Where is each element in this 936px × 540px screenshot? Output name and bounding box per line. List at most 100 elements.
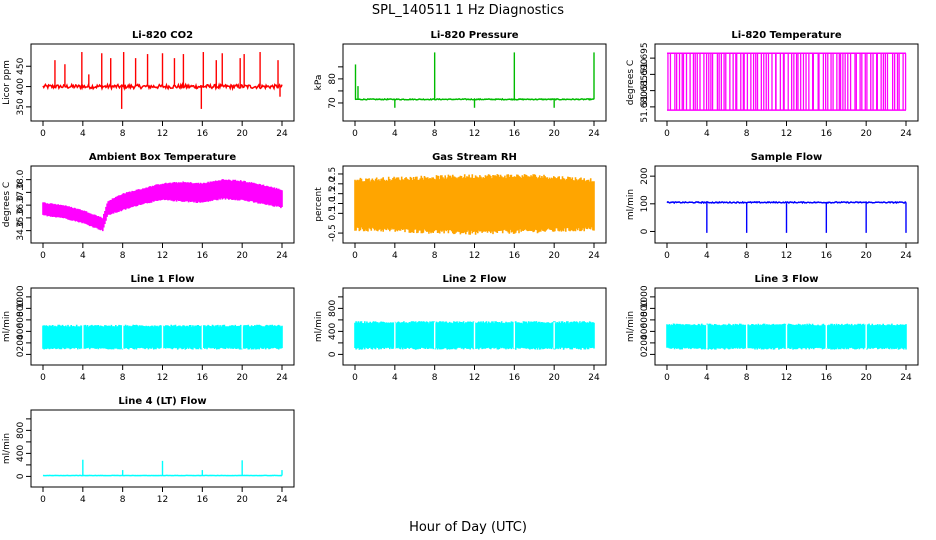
x-tick-label: 24 — [276, 129, 288, 139]
panel-title: Sample Flow — [751, 152, 823, 163]
x-tick-label: 24 — [276, 495, 288, 505]
panel-1: Li-820 CO2 0 4 8 12 16 20 24 350 400 450 Licor ppm — [2, 30, 295, 139]
x-tick-label: 12 — [781, 129, 792, 139]
panel-title: Line 3 Flow — [755, 274, 819, 285]
y-tick-label: 36.0 — [16, 195, 26, 215]
panel-5: Gas Stream RH 0 4 8 12 16 20 24 -0.5 0.51.01.52.0… — [314, 152, 607, 261]
x-tick-label: 20 — [548, 251, 560, 261]
y-axis-label: kPa — [314, 75, 324, 91]
y-tick-label: 0 — [16, 473, 26, 479]
x-tick-label: 0 — [40, 129, 46, 139]
x-tick-label: 8 — [744, 373, 750, 383]
y-tick-label: 200 — [640, 167, 650, 184]
x-tick-label: 12 — [157, 373, 168, 383]
x-tick-label: 4 — [704, 251, 710, 261]
y-tick-label: 600 — [16, 311, 26, 328]
y-tick-label: 400 — [328, 323, 338, 340]
x-tick-label: 20 — [548, 129, 560, 139]
y-tick-label: 200 — [16, 334, 26, 351]
y-tick-label: 2.0 — [328, 176, 338, 191]
plot-frame — [30, 165, 295, 244]
plot-frame — [342, 43, 607, 122]
x-tick-label: 20 — [860, 251, 872, 261]
x-tick-label: 12 — [781, 373, 792, 383]
x-tick-label: 0 — [352, 251, 358, 261]
figure-title: SPL_140511 1 Hz Diagnostics — [372, 3, 564, 18]
y-tick-label: 450 — [16, 57, 26, 74]
y-tick-label: 100 — [640, 195, 650, 212]
x-tick-label: 20 — [860, 373, 872, 383]
x-tick-label: 8 — [432, 251, 438, 261]
y-tick-label: 400 — [16, 323, 26, 340]
y-tick-label: 51.685 — [640, 75, 650, 107]
x-tick-label: 12 — [157, 251, 168, 261]
x-tick-label: 8 — [744, 129, 750, 139]
x-tick-label: 0 — [664, 373, 670, 383]
y-tick-label: 51.695 — [640, 42, 650, 74]
x-tick-label: 12 — [469, 373, 480, 383]
x-tick-label: 16 — [509, 129, 521, 139]
y-tick-label: 200 — [640, 334, 650, 351]
y-tick-label: 0 — [640, 351, 650, 357]
x-tick-label: 4 — [80, 373, 86, 383]
y-tick-label: 51.690 — [640, 58, 650, 90]
x-tick-label: 20 — [236, 373, 248, 383]
y-tick-label: 37.0 — [16, 182, 26, 202]
panel-title: Li-820 Temperature — [731, 30, 841, 41]
x-tick-label: 4 — [704, 373, 710, 383]
series — [42, 179, 283, 232]
y-axis-label: degrees C — [2, 182, 12, 227]
x-tick-label: 8 — [432, 373, 438, 383]
x-tick-label: 16 — [821, 251, 833, 261]
y-tick-label: 0 — [640, 228, 650, 234]
y-axis-label: ml/min — [2, 433, 12, 464]
series-band — [354, 174, 595, 235]
series — [666, 200, 907, 233]
x-tick-label: 16 — [197, 495, 209, 505]
series-band — [42, 179, 283, 232]
y-tick-label: 51.680 — [640, 91, 650, 123]
y-tick-label: 35.0 — [16, 208, 26, 228]
panel-3: Li-820 Temperature 0 4 8 12 16 20 24 51.68051.68… — [626, 30, 919, 139]
y-tick-label: -0.5 — [328, 224, 338, 242]
x-tick-label: 16 — [821, 373, 833, 383]
y-tick-label: 600 — [640, 311, 650, 328]
x-tick-label: 8 — [120, 251, 126, 261]
x-tick-label: 16 — [197, 129, 209, 139]
x-tick-label: 24 — [900, 129, 912, 139]
x-tick-label: 4 — [704, 129, 710, 139]
y-tick-label: 1.0 — [328, 196, 338, 211]
y-tick-label: 0 — [16, 351, 26, 357]
series — [667, 52, 907, 111]
y-tick-label: 70 — [328, 97, 338, 109]
y-axis-label: ml/min — [314, 311, 324, 342]
panel-title: Line 2 Flow — [443, 274, 507, 285]
y-axis-label: percent — [314, 187, 324, 222]
x-tick-label: 12 — [469, 129, 480, 139]
y-axis-label: ml/min — [2, 311, 12, 342]
y-tick-label: 800 — [328, 300, 338, 317]
panel-10: Line 4 (LT) Flow 0 4 8 12 16 20 24 0 400 800 ml/min — [2, 396, 295, 505]
x-tick-label: 0 — [352, 129, 358, 139]
y-tick-label: 0 — [328, 351, 338, 357]
x-tick-label: 4 — [80, 251, 86, 261]
y-tick-label: 80 — [328, 73, 338, 85]
y-axis-label: ml/min — [626, 311, 636, 342]
x-tick-label: 20 — [236, 251, 248, 261]
x-tick-label: 12 — [157, 495, 168, 505]
y-tick-label: 2.5 — [328, 167, 338, 181]
y-tick-label: 1000 — [640, 285, 650, 308]
x-tick-label: 0 — [664, 251, 670, 261]
y-tick-label: 400 — [640, 323, 650, 340]
x-tick-label: 12 — [157, 129, 168, 139]
y-tick-label: 400 — [16, 78, 26, 95]
panel-title: Li-820 Pressure — [430, 30, 518, 41]
x-tick-label: 8 — [432, 129, 438, 139]
x-tick-label: 8 — [120, 495, 126, 505]
x-tick-label: 20 — [860, 129, 872, 139]
x-tick-label: 20 — [236, 495, 248, 505]
